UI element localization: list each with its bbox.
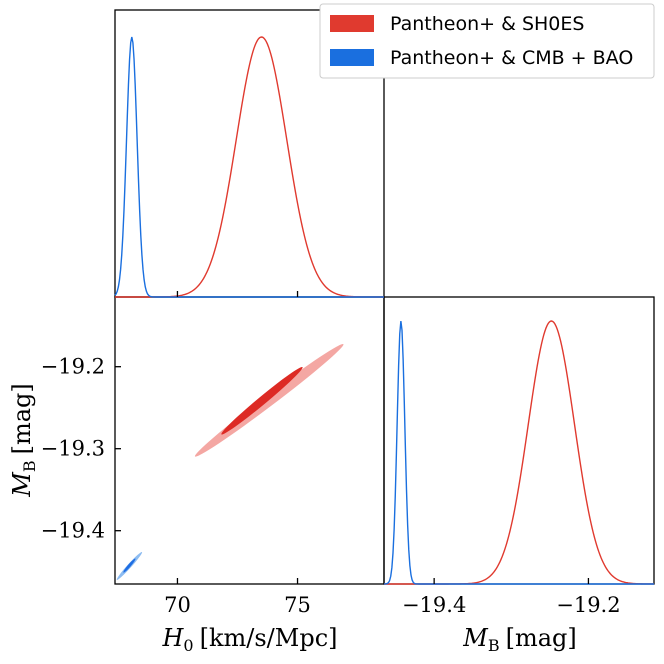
legend-frame: [319, 3, 655, 79]
y-axis-label-mb: MB [mag]: [8, 383, 39, 498]
legend-swatch-sh0es: [330, 15, 374, 32]
mb-marginal-curve-cmb-bao: [383, 320, 654, 585]
h0-subscript: 0: [183, 636, 193, 655]
legend: Pantheon+ & SH0ES Pantheon+ & CMB + BAO: [319, 3, 655, 79]
h0-unit: [km/s/Mpc]: [200, 624, 338, 652]
mb-symbol: M: [462, 624, 489, 652]
mb-xtick-label: −19.2: [556, 593, 620, 617]
mb-ytick-label: −19.3: [41, 437, 105, 461]
contour-2sigma-sh0es: [194, 343, 344, 457]
mb-unit: [mag]: [506, 624, 577, 652]
axis-ticks: 70 75 −19.4 −19.3 −19.2 −19.4 −19.2: [41, 291, 621, 617]
mb-subscript: B: [488, 636, 500, 655]
panel-mb-marginal: [383, 296, 655, 585]
legend-label-sh0es: Pantheon+ & SH0ES: [390, 13, 584, 35]
mb-xtick-label: −19.4: [402, 593, 466, 617]
mb-symbol: M: [8, 471, 36, 498]
contour-1sigma-cmb-bao: [123, 558, 136, 573]
h0-symbol: H: [161, 624, 184, 652]
mb-marginal-curve-sh0es: [384, 320, 655, 585]
legend-swatch-cmb-bao: [330, 49, 374, 66]
joint-contours: [116, 343, 344, 580]
h0-tick-label: 75: [284, 593, 311, 617]
legend-label-cmb-bao: Pantheon+ & CMB + BAO: [390, 47, 633, 69]
x-axis-label-h0: H0 [km/s/Mpc]: [161, 624, 337, 655]
mb-subscript: B: [20, 460, 39, 472]
mb-ytick-label: −19.2: [41, 355, 105, 379]
panel-h0-mb-joint: [114, 296, 385, 585]
mb-unit: [mag]: [8, 383, 36, 454]
h0-marginal-curve-cmb-bao: [114, 36, 384, 298]
h0-marginal-curves: [114, 36, 384, 298]
h0-tick-label: 70: [164, 593, 191, 617]
contour-1sigma-sh0es: [221, 366, 303, 435]
mb-ytick-label: −19.4: [41, 519, 105, 543]
x-axis-label-mb: MB [mag]: [462, 624, 577, 655]
mb-marginal-curves: [383, 320, 655, 585]
